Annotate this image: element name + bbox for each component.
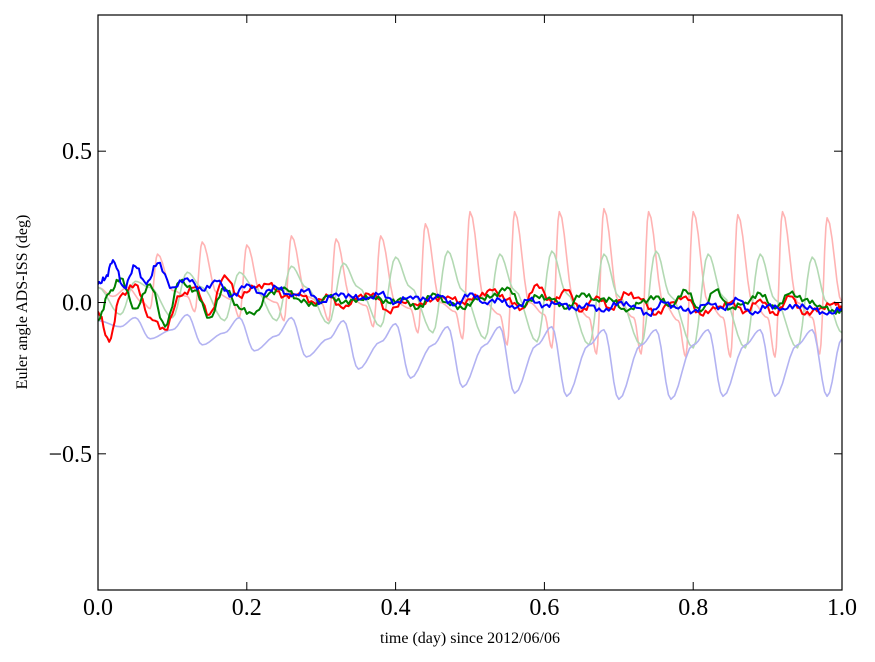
series-line-3 [98, 313, 842, 401]
y-tick-label: 0.0 [62, 291, 92, 317]
x-tick-label: 1.0 [827, 595, 857, 621]
x-tick-label: 0.4 [381, 595, 411, 621]
series-line-6 [98, 259, 842, 317]
x-tick-label: 0.8 [678, 595, 708, 621]
y-tick-label: −0.5 [48, 442, 92, 468]
x-tick-label: 0.2 [232, 595, 262, 621]
tick-layer: 0.0 0.2 0.4 0.6 0.8 1.0 0.5 0.0 −0.5 [48, 15, 857, 621]
y-tick-label: 0.5 [62, 139, 92, 165]
x-tick-label: 0.0 [83, 595, 113, 621]
y-axis-label: Euler angle ADS-ISS (deg) [14, 215, 31, 390]
series-layer [98, 207, 842, 401]
x-tick-label: 0.6 [529, 595, 559, 621]
x-axis-label: time (day) since 2012/06/06 [380, 630, 560, 647]
series-line-5 [98, 277, 842, 328]
